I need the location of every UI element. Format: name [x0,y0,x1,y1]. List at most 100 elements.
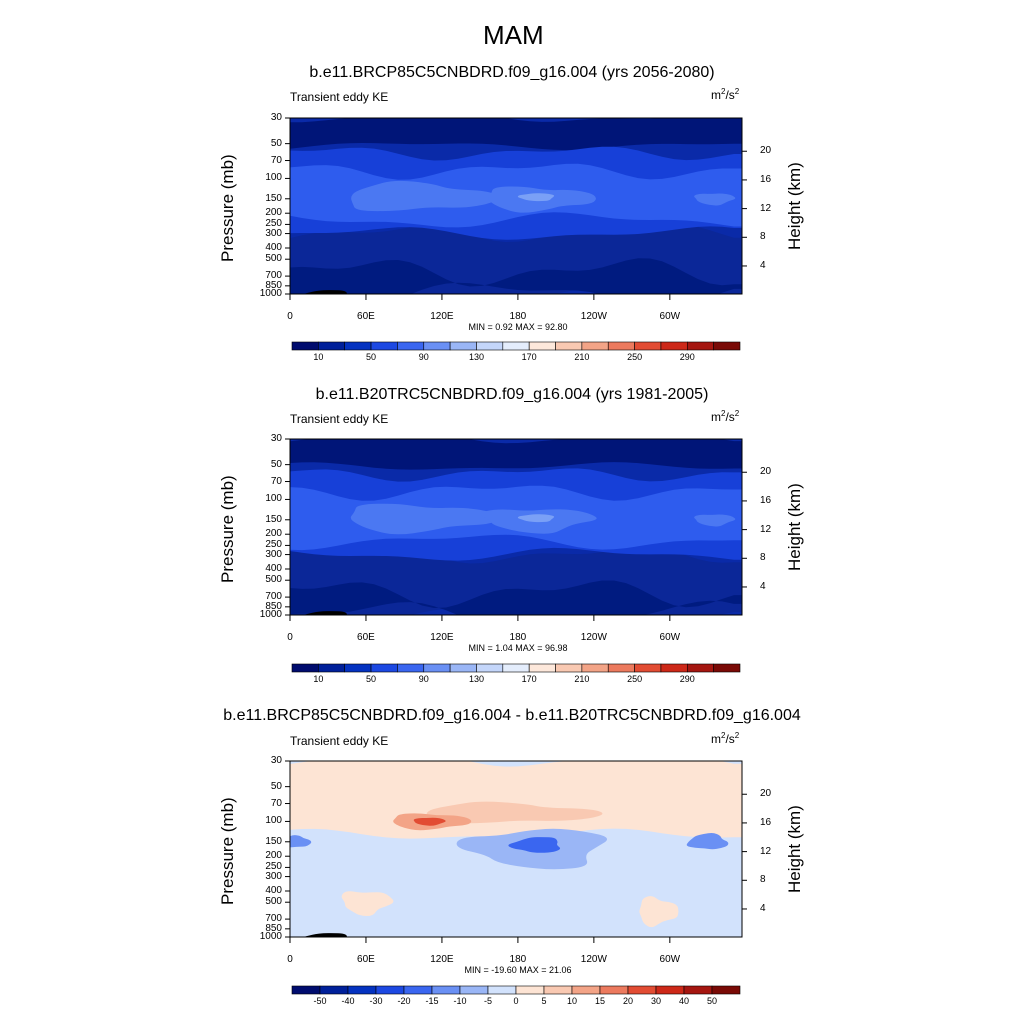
colorbar-swatch [634,663,662,673]
y-tick-label: 1000 [259,288,282,299]
y-tick-label: 850 [265,279,282,291]
x-tick-label: 180 [509,632,527,643]
colorbar-swatch [476,663,504,673]
y-tick-label: 150 [265,835,282,847]
colorbar-swatch [634,341,662,351]
colorbar-swatch [502,341,530,351]
colorbar-label: 290 [679,674,695,684]
x-tick-label: 120E [430,632,454,643]
colorbar-label: 10 [313,674,324,684]
colorbar-label: 290 [679,352,695,362]
colorbar-label: 20 [622,996,633,1006]
y-tick-label: 50 [270,458,282,470]
y-tick-label: 700 [265,913,282,925]
colorbar-label: 130 [468,352,484,362]
colorbar-swatch [599,985,629,995]
colorbar-label: 50 [706,996,717,1006]
colorbar-swatch [711,985,741,995]
colorbar-label: 170 [521,674,537,684]
colorbar-label: 210 [574,674,590,684]
min-max-stats: MIN = 0.92 MAX = 92.80 [468,322,568,332]
height-tick-label: 20 [760,466,772,478]
colorbar-label: 40 [678,996,689,1006]
y-tick-label: 200 [265,850,282,862]
height-tick-label: 12 [760,523,772,535]
min-max-stats: MIN = -19.60 MAX = 21.06 [464,965,572,975]
colorbar-swatch [397,341,425,351]
colorbar-label: -15 [425,996,439,1006]
y-tick-label: 50 [270,137,282,149]
colorbar-swatch [318,663,346,673]
height-tick-label: 4 [760,902,766,914]
colorbar-swatch [344,341,372,351]
colorbar-swatch [449,341,477,351]
x-tick-label: 120W [580,311,607,322]
colorbar-swatch [375,985,405,995]
colorbar-label: -10 [453,996,467,1006]
plot-frame [289,438,743,616]
y-tick-label: 400 [265,885,282,896]
x-tick-label: 60E [357,311,375,322]
colorbar-swatch [607,341,635,351]
height-tick-label: 12 [760,202,772,214]
colorbar-swatch [555,663,583,673]
x-tick-label: 0 [287,632,293,643]
colorbar-swatch [683,985,713,995]
min-max-stats: MIN = 1.04 MAX = 96.98 [468,643,568,653]
colorbar-label: 30 [650,996,661,1006]
colorbar-swatch [291,663,319,673]
y-tick-label: 250 [265,218,282,230]
y-tick-label: 100 [265,493,282,505]
colorbar-swatch [318,341,346,351]
y-tick-label: 70 [270,154,282,166]
y-tick-label: 250 [265,539,282,551]
y-tick-label: 150 [265,192,282,204]
colorbar-label: 90 [418,352,429,362]
y-tick-label: 150 [265,513,282,525]
colorbar-label: -50 [313,996,327,1006]
y-tick-label: 200 [265,528,282,540]
colorbar-label: 170 [521,352,537,362]
colorbar-swatch [370,341,398,351]
height-tick-label: 4 [760,580,766,592]
y-tick-label: 70 [270,797,282,809]
panel-1 [285,117,747,351]
x-tick-label: 60W [659,954,681,965]
colorbar-swatch [660,341,688,351]
panel-title: b.e11.BRCP85C5CNBDRD.f09_g16.004 (yrs 20… [309,64,715,81]
colorbar-swatch [528,341,556,351]
units-string: m2/s2 [711,731,740,746]
panel-title: b.e11.BRCP85C5CNBDRD.f09_g16.004 - b.e11… [223,707,801,724]
x-tick-label: 180 [509,954,527,965]
y-tick-label: 400 [265,242,282,253]
x-tick-label: 0 [287,311,293,322]
units-string: m2/s2 [711,409,740,424]
x-tick-label: 120E [430,954,454,965]
y-tick-label: 30 [270,112,282,123]
y-tick-label: 300 [265,227,282,239]
colorbar-swatch [607,663,635,673]
plot-frame [289,760,743,938]
x-tick-label: 60W [659,311,681,322]
colorbar-label: -40 [341,996,355,1006]
y-tick-label: 500 [265,574,282,586]
y-tick-label: 500 [265,253,282,265]
colorbar-swatch [291,341,319,351]
colorbar-swatch [555,341,583,351]
height-tick-label: 16 [760,494,772,506]
contour-field [290,761,742,937]
height-tick-label: 8 [760,552,766,564]
x-tick-label: 120E [430,311,454,322]
x-tick-label: 120W [580,954,607,965]
colorbar-swatch [403,985,433,995]
colorbar-label: 250 [627,674,643,684]
colorbar-label: 130 [468,674,484,684]
y-tick-label: 100 [265,172,282,184]
y-tick-label: 1000 [259,609,282,620]
colorbar-swatch [581,341,609,351]
y-tick-label: 700 [265,270,282,282]
colorbar-swatch [487,985,517,995]
colorbar-label: -5 [483,996,492,1006]
colorbar-swatch [423,341,451,351]
